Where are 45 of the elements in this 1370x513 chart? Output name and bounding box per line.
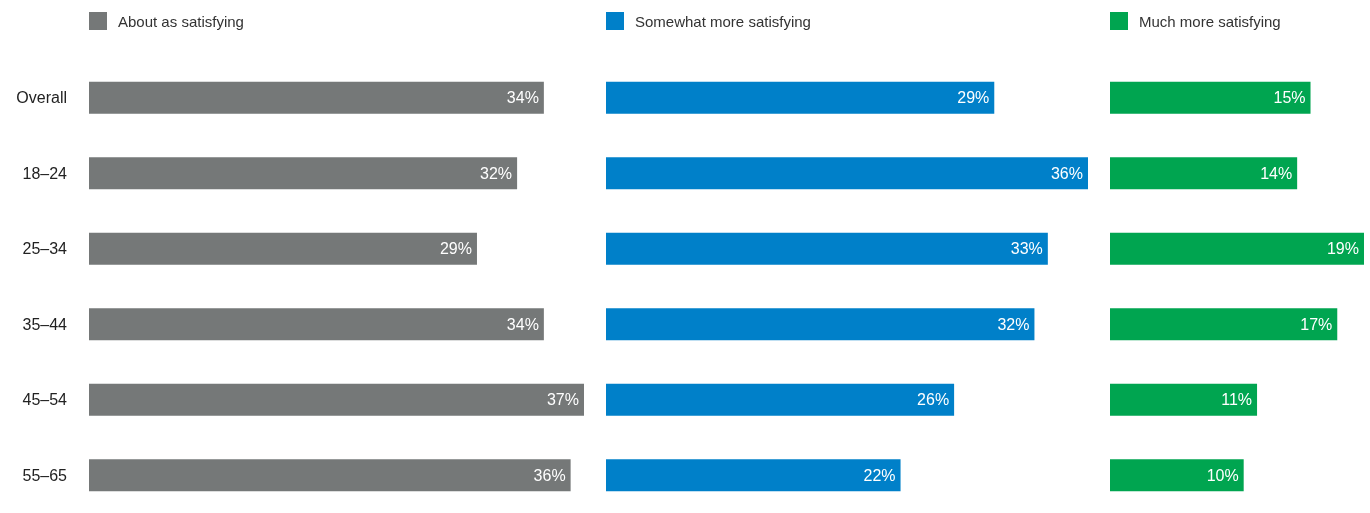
bar xyxy=(606,157,1089,190)
y-tick-label: Overall xyxy=(16,89,67,107)
data-label: 36% xyxy=(533,466,566,484)
bar xyxy=(1109,459,1244,492)
bar xyxy=(606,308,1035,341)
bar xyxy=(89,232,477,265)
y-tick-label: 35–44 xyxy=(22,315,68,333)
y-tick-label: 45–54 xyxy=(22,391,68,409)
bar xyxy=(89,459,571,492)
data-label: 33% xyxy=(1010,240,1043,258)
y-tick-label: 55–65 xyxy=(22,466,68,484)
data-label: 34% xyxy=(506,89,539,107)
data-label: 29% xyxy=(957,89,990,107)
data-label: 32% xyxy=(480,164,513,182)
y-tick-label: 18–24 xyxy=(22,164,68,182)
bar xyxy=(1109,157,1297,190)
bar xyxy=(89,308,544,341)
data-label: 36% xyxy=(1051,164,1084,182)
bar xyxy=(89,383,584,416)
data-label: 14% xyxy=(1259,164,1292,182)
bar xyxy=(606,383,955,416)
data-label: 11% xyxy=(1220,391,1252,409)
data-label: 10% xyxy=(1206,466,1239,484)
data-label: 22% xyxy=(863,466,896,484)
bar xyxy=(606,81,995,114)
bar xyxy=(1109,81,1311,114)
bar xyxy=(1109,232,1364,265)
bar xyxy=(1109,383,1257,416)
legend-label: About as satisfying xyxy=(118,12,244,30)
bar xyxy=(89,157,518,190)
data-label: 17% xyxy=(1300,315,1333,333)
data-label: 29% xyxy=(439,240,472,258)
bar xyxy=(89,81,544,114)
bar xyxy=(606,232,1048,265)
bar xyxy=(1109,308,1338,341)
y-tick-label: 25–34 xyxy=(22,240,68,258)
data-label: 19% xyxy=(1326,240,1359,258)
legend-label: Much more satisfying xyxy=(1138,12,1281,30)
data-label: 37% xyxy=(546,391,579,409)
legend-label: Somewhat more satisfying xyxy=(635,12,811,30)
data-label: 32% xyxy=(997,315,1030,333)
bar xyxy=(606,459,901,492)
data-label: 34% xyxy=(506,315,539,333)
data-label: 26% xyxy=(917,391,950,409)
data-label: 15% xyxy=(1273,89,1306,107)
